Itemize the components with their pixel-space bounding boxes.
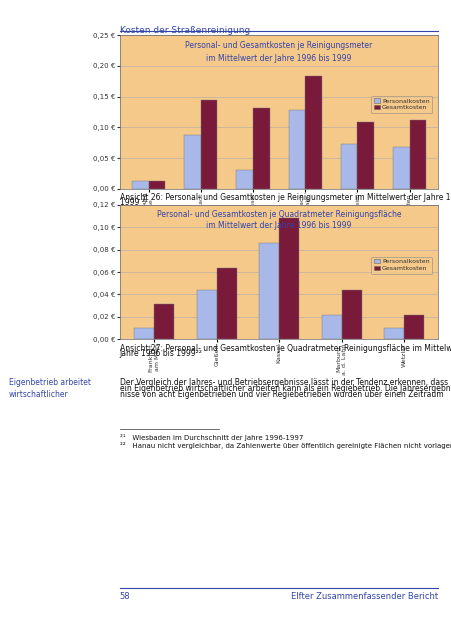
- Text: ²²   Hanau nicht vergleichbar, da Zahlenwerte über öffentlich gereinigte Flächen: ²² Hanau nicht vergleichbar, da Zahlenwe…: [120, 442, 451, 449]
- Text: nisse von acht Eigenbetrieben und vier Regiebetrieben wurden über einen Zeitraum: nisse von acht Eigenbetrieben und vier R…: [120, 390, 442, 399]
- Bar: [304, 76, 321, 189]
- Text: Der Vergleich der Jahres- und Betriebsergebnisse lässt in der Tendenz erkennen, : Der Vergleich der Jahres- und Betriebser…: [120, 378, 447, 387]
- Text: 1999 ²¹: 1999 ²¹: [120, 198, 147, 207]
- Bar: [134, 328, 154, 339]
- Bar: [288, 110, 304, 189]
- Text: Jahre 1996 bis 1999²²: Jahre 1996 bis 1999²²: [120, 349, 202, 358]
- Bar: [216, 268, 236, 339]
- Bar: [184, 135, 200, 189]
- Text: Elfter Zusammenfassender Bericht: Elfter Zusammenfassender Bericht: [291, 592, 437, 601]
- Bar: [132, 181, 148, 189]
- Bar: [253, 108, 269, 189]
- Bar: [200, 100, 217, 189]
- Text: im Mittelwert der Jahre 1996 bis 1999: im Mittelwert der Jahre 1996 bis 1999: [206, 221, 351, 230]
- Text: ein Eigenbetrieb wirtschaftlicher arbeiten kann als ein Regiebetrieb. Die Jahres: ein Eigenbetrieb wirtschaftlicher arbeit…: [120, 384, 451, 393]
- Text: im Mittelwert der Jahre 1996 bis 1999: im Mittelwert der Jahre 1996 bis 1999: [206, 54, 351, 63]
- Legend: Personalkosten, Gesamtkosten: Personalkosten, Gesamtkosten: [371, 257, 431, 274]
- Text: Personal- und Gesamtkosten je Quadratmeter Reinigungsfläche: Personal- und Gesamtkosten je Quadratmet…: [156, 210, 400, 219]
- Bar: [321, 315, 341, 339]
- Text: Personal- und Gesamtkosten je Reinigungsmeter: Personal- und Gesamtkosten je Reinigungs…: [185, 42, 372, 51]
- Bar: [340, 144, 357, 189]
- Text: Ansicht 27: Personal- und Gesamtkosten je Quadratmeter Reinigungsfläche im Mitte: Ansicht 27: Personal- und Gesamtkosten j…: [120, 344, 451, 353]
- Text: ²¹   Wiesbaden im Durchschnitt der Jahre 1996-1997: ²¹ Wiesbaden im Durchschnitt der Jahre 1…: [120, 434, 303, 441]
- Text: 58: 58: [120, 592, 130, 601]
- Bar: [148, 181, 165, 189]
- Bar: [383, 328, 403, 339]
- Bar: [392, 147, 409, 189]
- Text: Eigenbetrieb arbeitet
wirtschaftlicher: Eigenbetrieb arbeitet wirtschaftlicher: [9, 378, 91, 399]
- Legend: Personalkosten, Gesamtkosten: Personalkosten, Gesamtkosten: [371, 95, 431, 113]
- Bar: [341, 290, 361, 339]
- Bar: [409, 120, 425, 189]
- Text: Kosten der Straßenreinigung: Kosten der Straßenreinigung: [120, 26, 249, 35]
- Bar: [279, 218, 299, 339]
- Bar: [258, 243, 279, 339]
- Text: Ansicht 26: Personal- und Gesamtkosten je Reinigungsmeter im Mittelwert der Jahr: Ansicht 26: Personal- und Gesamtkosten j…: [120, 193, 451, 202]
- Bar: [154, 305, 174, 339]
- Bar: [357, 122, 373, 189]
- Bar: [236, 170, 253, 189]
- Bar: [196, 290, 216, 339]
- Bar: [403, 315, 423, 339]
